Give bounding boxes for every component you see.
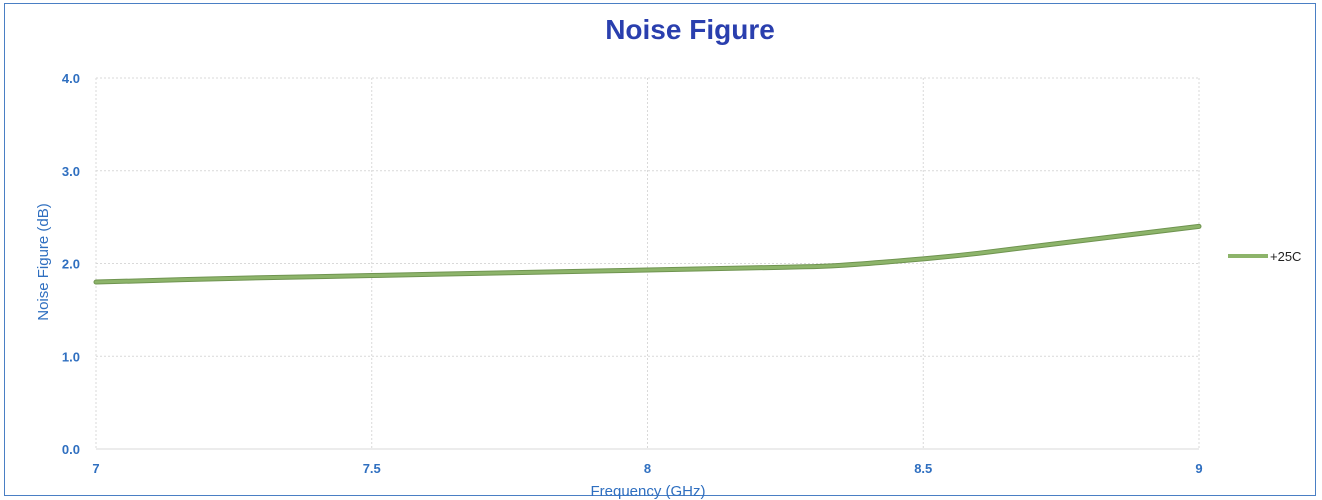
y-tick-label: 0.0 xyxy=(62,442,80,457)
x-tick-label: 7.5 xyxy=(363,461,381,476)
y-axis-label: Noise Figure (dB) xyxy=(35,203,52,321)
y-tick-labels: 0.0 1.0 2.0 3.0 4.0 xyxy=(62,71,80,457)
x-tick-labels: 7 7.5 8 8.5 9 xyxy=(92,461,1202,476)
legend-label: +25C xyxy=(1270,249,1301,264)
y-tick-label: 3.0 xyxy=(62,164,80,179)
x-tick-label: 7 xyxy=(92,461,99,476)
y-tick-label: 1.0 xyxy=(62,349,80,364)
x-tick-label: 8.5 xyxy=(914,461,932,476)
x-tick-label: 8 xyxy=(644,461,651,476)
series-lines xyxy=(93,223,1202,285)
y-tick-label: 2.0 xyxy=(62,257,80,272)
chart-frame xyxy=(4,3,1316,496)
y-tick-label: 4.0 xyxy=(62,71,80,86)
series-line xyxy=(94,224,1201,284)
grid-lines xyxy=(95,77,1200,450)
legend: +25C xyxy=(1228,249,1301,264)
chart-title: Noise Figure xyxy=(605,14,775,45)
x-tick-label: 9 xyxy=(1195,461,1202,476)
x-axis-label: Frequency (GHz) xyxy=(590,483,705,500)
